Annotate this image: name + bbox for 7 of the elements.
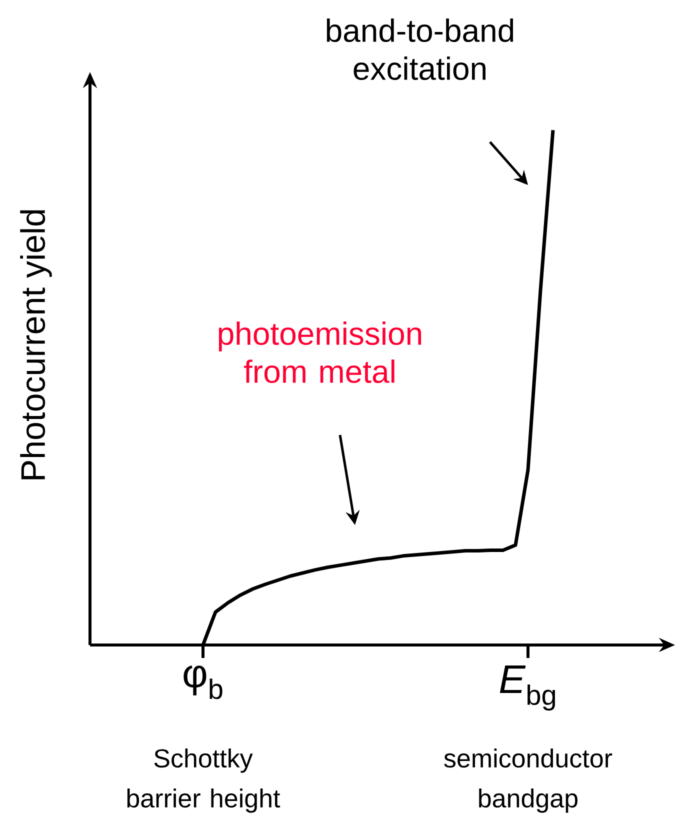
- text: band-to-band excitation: [326, 18, 514, 80]
- text: Schottky barrier height: [127, 748, 280, 813]
- annotation: photoemission from metal: [218, 322, 422, 384]
- x-tick-label: E$_{bg}$: [500, 666, 556, 711]
- y-axis-title: Photocurrent yield: [20, 210, 52, 480]
- text: semiconductor bandgap: [444, 748, 612, 813]
- x-tick-label: φ$_{b}$: [184, 666, 222, 700]
